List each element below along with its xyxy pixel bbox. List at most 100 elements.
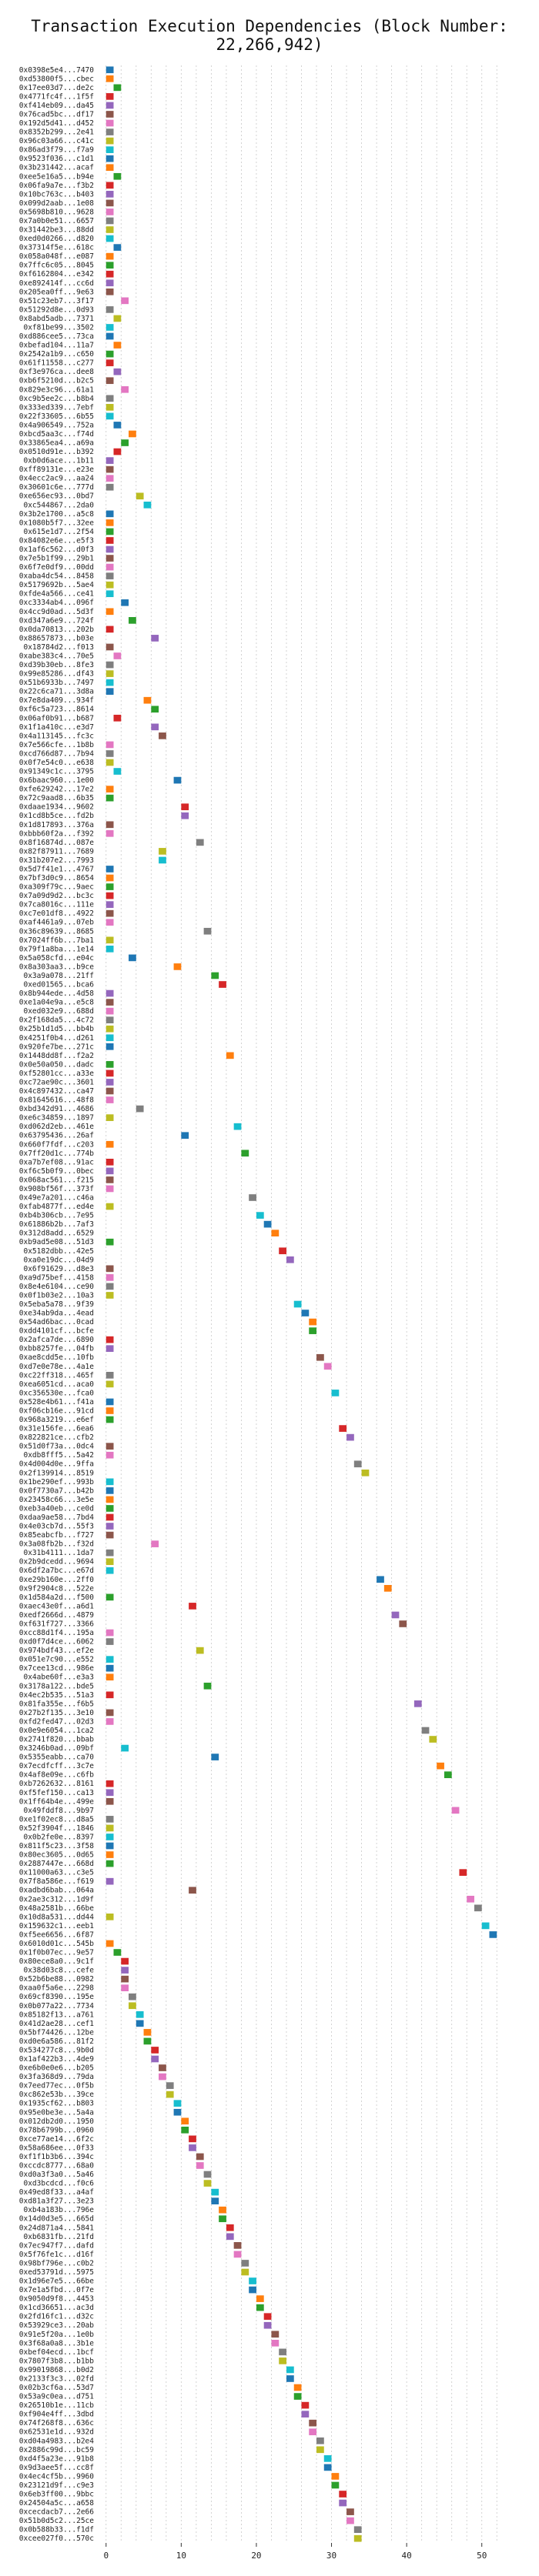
bar — [105, 679, 114, 686]
bar — [166, 2082, 174, 2089]
y-tick-label: 0x58a686ee...0f33 — [19, 2144, 94, 2152]
bar — [105, 901, 114, 908]
bar — [316, 1353, 324, 1361]
bar — [105, 457, 114, 464]
y-tick-label: 0x7e8da409...934f — [19, 696, 94, 705]
y-tick-label: 0x53a9c0ea...d751 — [19, 2393, 95, 2401]
bar — [105, 1505, 114, 1512]
y-tick-label: 0x1af422b3...4de9 — [19, 2055, 95, 2064]
bar — [113, 315, 122, 322]
bar — [105, 209, 114, 215]
y-tick-label: 0x6eb3ff00...9bbc — [19, 2491, 94, 2499]
y-tick-label: 0xc544867...2da0 — [23, 501, 94, 509]
y-tick-label: 0x1080b5f7...32ee — [19, 519, 95, 527]
y-tick-label: 0x615e1d7...2f54 — [23, 528, 94, 536]
x-axis-ticks: 0 10 20 30 40 50 — [103, 2543, 487, 2561]
y-tick-label: 0x8a303aa3...b9ce — [19, 963, 95, 971]
y-tick-label: 0x312d8add...6529 — [19, 1230, 95, 1238]
y-tick-label: 0xd886cee5...73ca — [19, 332, 94, 341]
y-tick-label: 0x2741f820...bbab — [19, 1736, 95, 1744]
bar — [316, 2446, 324, 2454]
y-tick-label: 0xcc88d1f4...195a — [19, 1629, 94, 1637]
bar — [173, 776, 182, 784]
y-tick-label: 0x1cd8b5ce...fd2b — [19, 812, 95, 820]
y-tick-label: 0x0f7730a7...b42b — [19, 1487, 95, 1495]
bar — [105, 1069, 114, 1077]
y-tick-label: 0xb0d6ace...1b11 — [23, 457, 94, 465]
y-tick-label: 0x31e156fe...6ea6 — [19, 1425, 95, 1433]
bar — [121, 1744, 129, 1752]
y-tick-label: 0x0b2fe0e...8397 — [23, 1833, 94, 1841]
bar — [286, 2375, 294, 2382]
bar — [301, 2401, 310, 2409]
y-tick-label: 0x012db2d0...1950 — [19, 2117, 95, 2126]
bar — [105, 483, 114, 491]
bar — [105, 670, 114, 677]
y-tick-label: 0xd062d2eb...461e — [19, 1123, 95, 1131]
bar — [105, 1283, 114, 1290]
y-tick-label: 0x7e1a5fbd...0f7e — [19, 2286, 95, 2294]
y-tick-label: 0x6010d01c...545b — [19, 1940, 95, 1948]
y-tick-label: 0xbd342d91...4686 — [19, 1105, 95, 1113]
y-tick-label: 0x4ec4cf5b...9960 — [19, 2472, 95, 2481]
bar — [113, 342, 122, 349]
bar — [159, 2064, 166, 2071]
y-tick-label: 0xa309f79c...9aec — [19, 883, 94, 892]
y-tick-label: 0x829e3c96...61a1 — [19, 385, 95, 394]
y-tick-label: 0x8352b299...2e41 — [19, 128, 95, 137]
y-tick-label: 0x06af0b91...b687 — [19, 714, 94, 722]
bar — [105, 1407, 114, 1414]
y-tick-label: 0x2886c99d...bc59 — [19, 2446, 95, 2454]
bar — [105, 137, 114, 145]
bar — [331, 2473, 340, 2480]
bar — [105, 1176, 114, 1183]
y-tick-label: 0x1af6c562...d0f3 — [19, 546, 94, 554]
y-tick-label: 0xe6b0e0e6...b205 — [19, 2064, 94, 2073]
bar — [105, 919, 114, 926]
y-tick-label: 0x5d7f41e1...4767 — [19, 865, 94, 873]
bar — [219, 2206, 226, 2214]
bar — [105, 590, 114, 598]
bar — [105, 350, 114, 358]
y-tick-label: 0xd39b30eb...8fe3 — [19, 661, 94, 669]
bar — [316, 2437, 324, 2444]
y-tick-label: 0x9d3aee5f...cc8f — [19, 2464, 94, 2472]
bar — [256, 1212, 264, 1219]
y-tick-label: 0x91349c1c...3795 — [19, 768, 94, 776]
y-tick-label: 0x4a906549...752a — [19, 421, 94, 429]
bar — [105, 572, 114, 579]
bar — [353, 1460, 362, 1468]
bar — [293, 1300, 302, 1308]
bar — [339, 2491, 347, 2498]
y-tick-label: 0x0b588b33...f1df — [19, 2526, 94, 2534]
bar — [105, 874, 114, 882]
y-tick-label: 0x84082e6e...e5f3 — [19, 536, 94, 545]
y-tick-label: 0xd81a3f27...3e23 — [19, 2197, 94, 2206]
bar — [113, 652, 122, 659]
bar — [211, 972, 219, 979]
bar — [451, 1807, 460, 1814]
bar — [121, 439, 129, 446]
bar — [181, 803, 189, 811]
bar — [256, 2295, 264, 2302]
bar — [105, 989, 114, 997]
y-tick-label: 0x1d96e7e5...66be — [19, 2277, 95, 2286]
y-tick-label: 0x18784d2...f013 — [23, 643, 94, 652]
y-tick-label: 0x1d584a2d...f500 — [19, 1593, 95, 1602]
bar — [323, 2455, 332, 2462]
bar — [105, 786, 114, 792]
bar — [105, 404, 114, 411]
y-tick-label: 0x0398e5e4...7470 — [19, 66, 95, 75]
bar — [151, 1540, 159, 1547]
y-tick-label: 0x660f7fdf...c203 — [19, 1140, 94, 1149]
bar — [105, 1114, 114, 1121]
bar — [181, 2117, 189, 2125]
bar — [219, 981, 226, 988]
bar — [159, 2073, 166, 2080]
y-tick-label: 0xbefad104...11a7 — [19, 342, 94, 350]
y-tick-label: 0x76cad5bc...df17 — [19, 110, 94, 118]
x-tick-label: 10 — [176, 2551, 186, 2561]
y-tick-label: 0x2b9dcedd...9694 — [19, 1558, 95, 1567]
bar — [105, 1061, 114, 1068]
bar — [105, 1380, 114, 1388]
